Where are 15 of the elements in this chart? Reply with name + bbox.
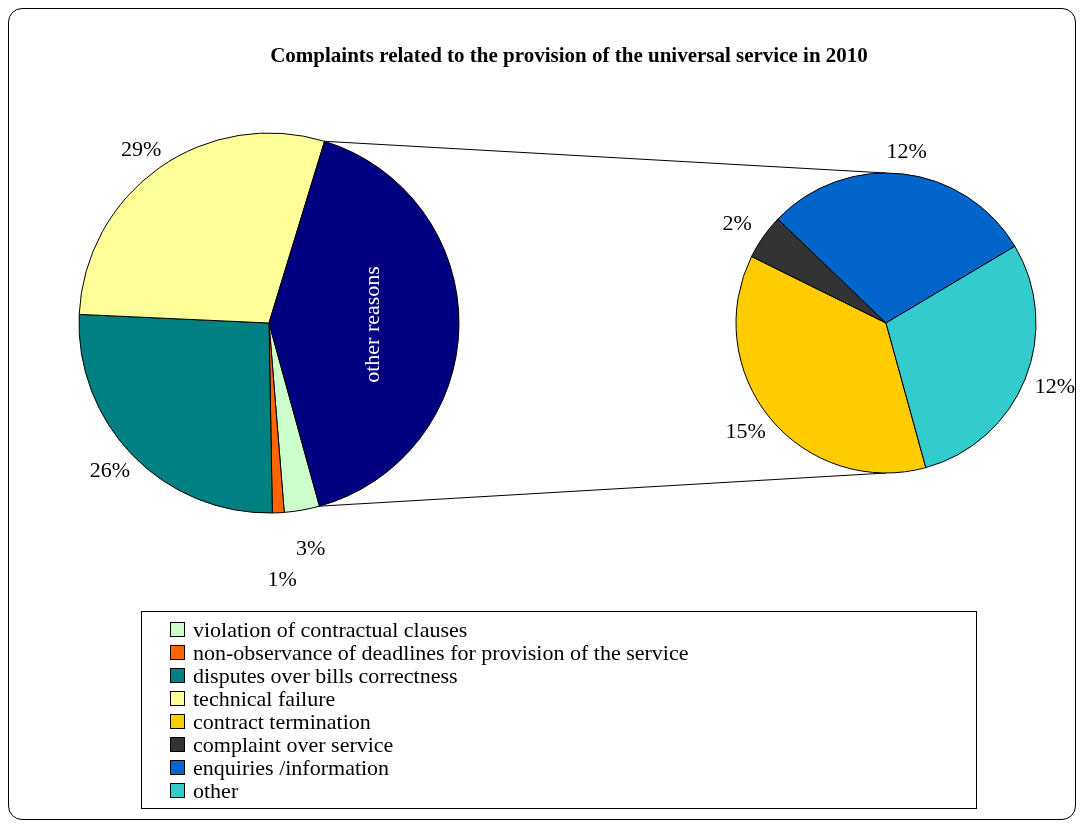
legend-label: disputes over bills correctness: [193, 663, 458, 688]
data-label: 26%: [89, 456, 131, 482]
data-label: 12%: [1034, 372, 1076, 398]
legend-label: violation of contractual clauses: [193, 617, 468, 642]
slice-label: other reasons: [359, 266, 385, 383]
legend-label: complaint over service: [193, 732, 394, 757]
data-label: 12%: [886, 137, 927, 163]
data-label: 1%: [267, 566, 297, 592]
data-label: 29%: [120, 135, 162, 161]
data-label: 15%: [725, 418, 766, 444]
chart-title: Complaints related to the provision of the universal service in 2010: [269, 43, 869, 68]
legend-label: non-observance of deadlines for provision of the service: [193, 640, 689, 665]
legend-label: contract termination: [193, 709, 371, 734]
data-label: 3%: [296, 535, 326, 561]
data-label: 2%: [722, 209, 752, 235]
